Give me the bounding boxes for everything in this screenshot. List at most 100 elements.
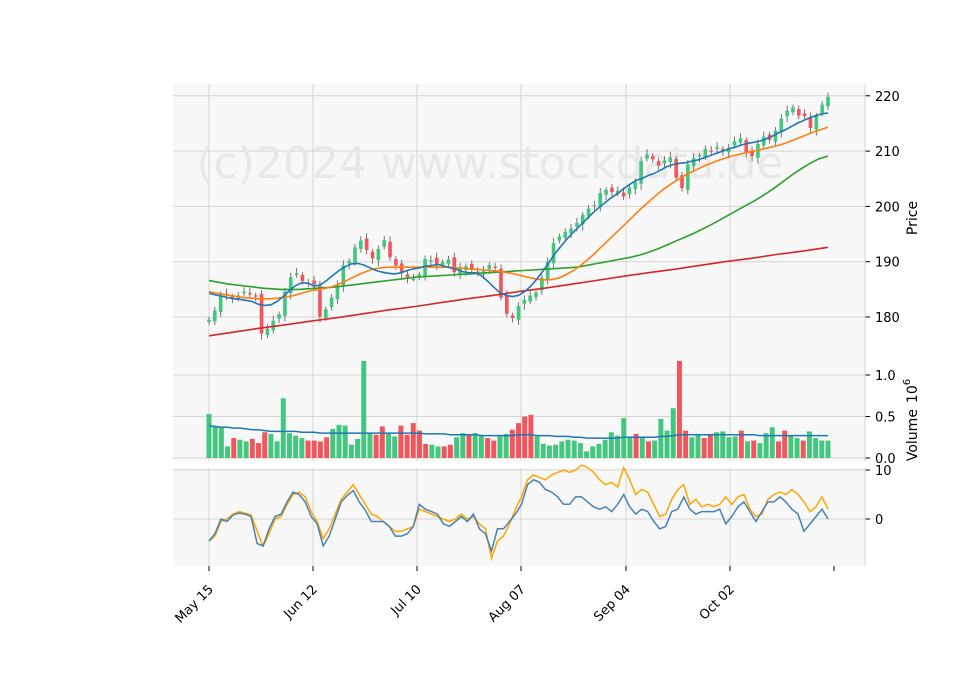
ma-short-line: [208, 112, 829, 307]
candle-body: [399, 263, 404, 273]
candle-body: [627, 187, 632, 195]
candle-body: [510, 315, 515, 319]
candle-body: [750, 150, 754, 157]
volume-bar: [373, 434, 379, 458]
volume-bar: [800, 440, 806, 458]
volume-bar: [528, 414, 534, 458]
volume-bar: [435, 446, 441, 458]
oscillator-panel: [173, 468, 865, 566]
volume-bar: [652, 440, 658, 458]
volume-bar: [602, 439, 608, 458]
volume-bar: [398, 425, 404, 458]
volume-bar: [491, 440, 497, 458]
candle-body: [814, 115, 819, 130]
oscillator-series: [208, 464, 829, 562]
candle-body: [796, 109, 801, 116]
volume-tick-label: 1.0: [875, 369, 896, 384]
volume-bar: [429, 444, 435, 458]
volume-bar: [633, 433, 639, 458]
candle-body: [691, 158, 696, 167]
x-tick-label: Oct 02: [697, 582, 738, 623]
volume-bar: [819, 440, 825, 458]
candle-body: [516, 305, 521, 320]
candle-body: [394, 258, 398, 266]
candle-body: [388, 241, 392, 258]
ma-long-line: [208, 155, 829, 291]
volume-bar: [775, 441, 781, 458]
volume-bar: [447, 444, 453, 458]
volume-bar: [286, 433, 292, 458]
candle-body: [405, 274, 410, 278]
candle-body: [429, 260, 433, 262]
candle-body: [382, 240, 386, 247]
candle-body: [440, 262, 445, 266]
volume-bar: [757, 443, 763, 458]
volume-bar: [231, 438, 237, 458]
volume-bar: [454, 437, 460, 458]
volume-bar: [280, 398, 286, 458]
candle-body: [721, 148, 725, 151]
x-tick-label: Jul 10: [388, 582, 425, 619]
volume-bar: [410, 423, 416, 458]
volume-bar: [212, 426, 218, 458]
candle-body: [277, 314, 281, 319]
volume-bar: [268, 433, 274, 458]
volume-scale-exponent: 6: [902, 379, 913, 385]
volume-bar: [658, 418, 664, 458]
volume-bar: [342, 425, 348, 458]
volume-bar: [497, 436, 503, 458]
price-tick-label: 220: [875, 90, 900, 105]
candle-body: [341, 265, 346, 287]
volume-bar: [714, 432, 720, 458]
volume-bar: [584, 451, 590, 458]
watermark: (c)2024 www.stockdata.de: [196, 138, 783, 189]
volume-ma-line: [208, 424, 828, 439]
volume-bar: [509, 429, 515, 458]
volume-bar: [621, 418, 627, 458]
volume-bar: [522, 416, 528, 458]
volume-bar: [738, 430, 744, 458]
candle-body: [522, 299, 527, 304]
volume-bar: [534, 436, 540, 458]
candle-body: [487, 265, 492, 269]
volume-bar: [237, 439, 243, 458]
volume-bar: [720, 431, 726, 458]
volume-bar: [806, 431, 812, 458]
volume-bar: [274, 441, 280, 458]
candle-body: [353, 247, 357, 263]
candle-body: [242, 291, 246, 294]
volume-bar: [732, 436, 738, 458]
volume-bar: [379, 426, 385, 458]
volume-bar: [813, 438, 819, 458]
volume-bar: [503, 433, 509, 458]
volume-bar: [243, 441, 249, 458]
volume-bar: [639, 438, 645, 458]
volume-bar: [676, 360, 682, 458]
candle-body: [645, 154, 649, 159]
price-tick-label: 190: [875, 256, 900, 271]
volume-bar: [627, 436, 633, 458]
price-series: [207, 92, 830, 340]
candle-body: [779, 118, 784, 133]
candle-body: [656, 161, 661, 166]
candle-body: [820, 104, 824, 114]
candle-body: [703, 148, 708, 158]
volume-bar: [565, 439, 571, 458]
candle-body: [265, 328, 270, 336]
oscillator-tick-label: 10: [875, 464, 892, 479]
volume-bar: [317, 441, 323, 458]
candle-body: [364, 238, 369, 251]
candle-body: [709, 150, 714, 152]
candle-body: [213, 310, 217, 322]
volume-bar: [330, 428, 336, 458]
candle-body: [434, 257, 439, 264]
candle-body: [680, 175, 684, 189]
candle-body: [294, 273, 299, 275]
volume-bar: [794, 438, 800, 458]
candle-body: [785, 110, 789, 117]
candle-body: [808, 117, 813, 128]
volume-bar: [361, 360, 367, 458]
candle-body: [662, 160, 667, 164]
candle-body: [540, 277, 544, 291]
